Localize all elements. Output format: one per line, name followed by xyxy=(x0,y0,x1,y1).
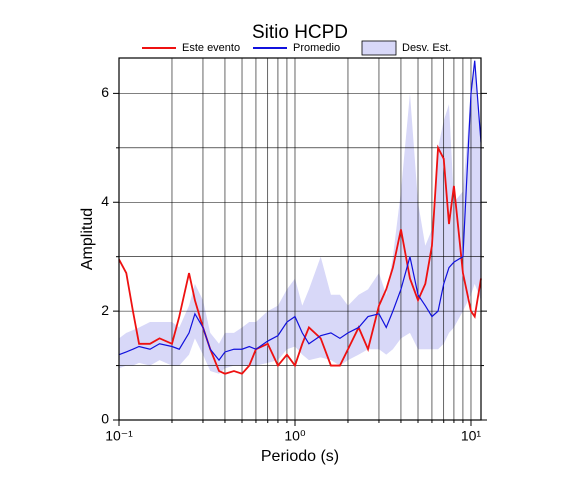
y-axis-label: Amplitud xyxy=(79,208,96,270)
y-tick-label: 6 xyxy=(101,84,109,100)
chart-title: Sitio HCPD xyxy=(252,22,348,43)
legend-label: Promedio xyxy=(293,42,340,54)
plot-frame xyxy=(118,57,482,421)
y-tick-label: 2 xyxy=(101,302,109,318)
series-line xyxy=(118,144,482,375)
x-tick-label: 10⁻¹ xyxy=(105,428,133,444)
legend-label: Este evento xyxy=(182,42,240,54)
x-axis-label: Periodo (s) xyxy=(261,448,339,465)
series-line xyxy=(118,60,482,362)
legend-label: Desv. Est. xyxy=(402,42,451,54)
y-tick-label: 4 xyxy=(101,193,109,209)
y-tick-label: 0 xyxy=(101,411,109,427)
x-tick-label: 10¹ xyxy=(461,428,482,444)
std-band xyxy=(119,60,481,374)
legend-swatch xyxy=(361,40,397,56)
x-tick-label: 10⁰ xyxy=(284,428,306,444)
